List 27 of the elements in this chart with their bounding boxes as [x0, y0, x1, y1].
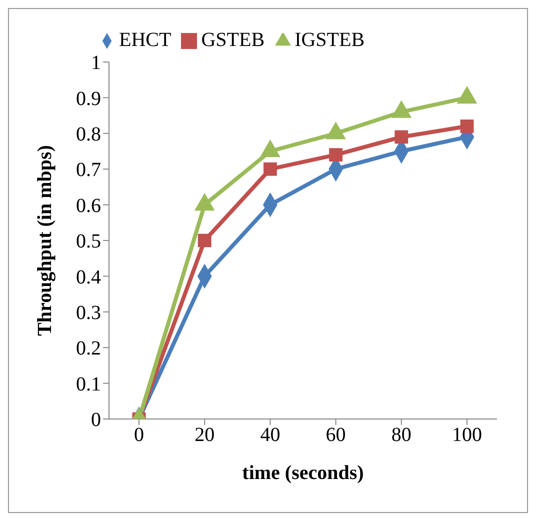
x-tick-label: 80: [391, 424, 412, 446]
point: [198, 234, 212, 248]
y-axis-title: Throughput (in mbps): [34, 145, 56, 336]
y-tick-label: 0.6: [76, 194, 101, 217]
y-tick-label: 0.1: [76, 373, 101, 396]
legend-label: IGSTEB: [294, 29, 365, 51]
y-tick-label: 0.4: [76, 266, 101, 288]
y-tick-label: 0.9: [76, 88, 101, 110]
y-tick-label: 0.7: [76, 159, 101, 182]
y-tick-label: 0: [91, 409, 101, 432]
legend-label: GSTEB: [201, 29, 265, 51]
x-tick-label: 40: [260, 424, 280, 446]
legend-label: EHCT: [119, 29, 172, 51]
point: [394, 130, 408, 144]
x-tick-label: 20: [194, 424, 215, 446]
x-tick-label: 60: [326, 424, 346, 446]
y-tick-label: 0.8: [76, 124, 101, 146]
y-tick-label: 1: [91, 52, 101, 74]
y-tick-label: 0.5: [76, 230, 101, 253]
x-tick-label: 100: [452, 424, 482, 446]
x-tick-label: 0: [134, 424, 144, 446]
point: [263, 162, 277, 176]
point: [329, 148, 343, 162]
x-axis-title: time (seconds): [242, 462, 364, 484]
point: [460, 120, 474, 133]
y-tick-label: 0.2: [76, 338, 101, 360]
y-tick-label: 0.3: [76, 302, 101, 324]
